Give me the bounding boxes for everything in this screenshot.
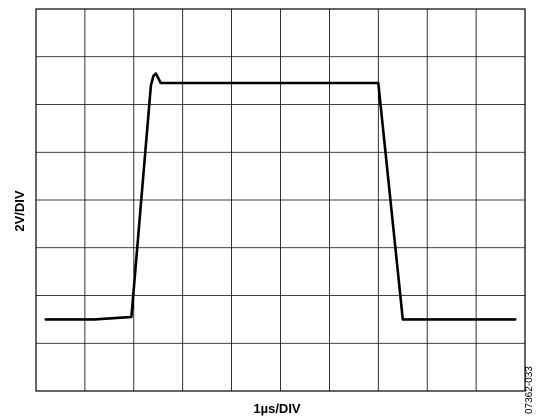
waveform-trace bbox=[44, 72, 517, 321]
x-axis-label: 1µs/DIV bbox=[253, 401, 301, 416]
figure-number-label: 07362-033 bbox=[524, 366, 535, 414]
waveform-trace-group bbox=[44, 72, 517, 321]
graticule-grid bbox=[35, 8, 526, 392]
y-axis-label: 2V/DIV bbox=[12, 190, 27, 232]
